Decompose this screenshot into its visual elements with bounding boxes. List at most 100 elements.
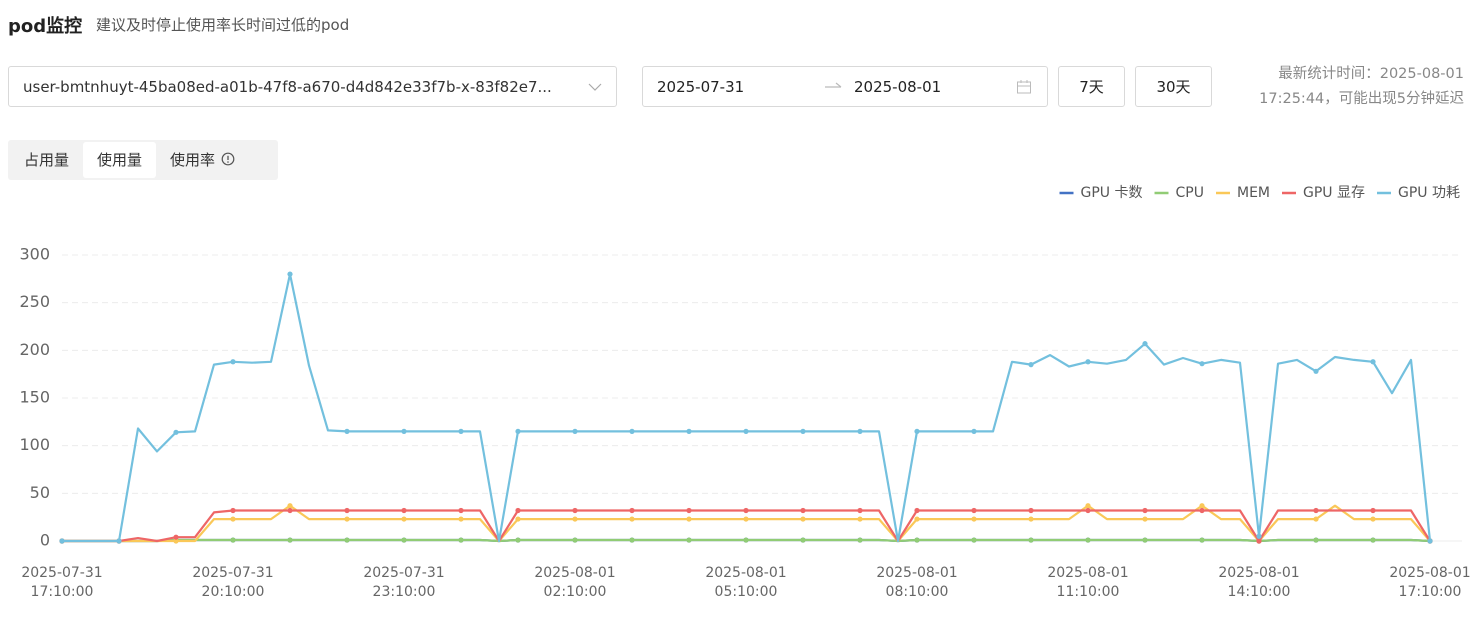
calendar-icon (1017, 80, 1031, 94)
data-point (800, 516, 806, 522)
data-point (971, 507, 977, 514)
y-tick-label: 150 (19, 388, 50, 407)
data-point (914, 507, 920, 514)
data-point (1085, 537, 1091, 543)
pod-select[interactable]: user-bmtnhuyt-45ba08ed-a01b-47f8-a670-d4… (8, 66, 617, 107)
data-point (173, 429, 179, 435)
data-point (686, 507, 692, 514)
series-line (62, 273, 1432, 543)
data-point (1370, 537, 1376, 543)
info-icon (221, 152, 235, 166)
data-point (1313, 537, 1319, 543)
data-point (1370, 516, 1376, 522)
y-tick-label: 250 (19, 292, 50, 311)
data-point (1370, 507, 1376, 514)
data-point (344, 507, 350, 514)
data-point (629, 428, 635, 434)
data-point (458, 537, 464, 543)
data-point (1028, 362, 1034, 368)
data-point (59, 538, 65, 544)
data-point (287, 507, 293, 514)
legend-label: MEM (1237, 185, 1270, 201)
data-point (629, 516, 635, 522)
range-button[interactable]: 30天 (1135, 66, 1212, 107)
page-subtitle: 建议及时停止使用率长时间过低的pod (96, 16, 350, 34)
data-point (173, 534, 179, 540)
legend-label: GPU 显存 (1303, 185, 1365, 201)
data-point (116, 538, 122, 544)
tab-label: 使用率 (170, 151, 216, 169)
data-point (230, 516, 236, 522)
data-point (1085, 359, 1091, 365)
data-point (287, 503, 293, 509)
data-point (515, 537, 521, 543)
data-point (686, 428, 692, 434)
pod-name: user-bmtnhuyt-45ba08ed-a01b-47f8-a670-d4… (23, 77, 552, 96)
data-point (1199, 503, 1205, 509)
data-point (1028, 507, 1034, 514)
data-point (1313, 516, 1319, 522)
tab-group: 占用量 使用量 使用率 (8, 140, 278, 180)
data-point (800, 537, 806, 543)
tab[interactable]: 使用量 (83, 142, 157, 178)
data-point (1142, 341, 1148, 347)
update-note: 最新统计时间：2025-08-01 17:25:44，可能出现5分钟延迟 (1259, 66, 1464, 107)
data-point (857, 428, 863, 434)
end-date: 2025-08-01 (854, 77, 942, 96)
data-point (914, 537, 920, 543)
data-point (686, 516, 692, 522)
legend-label: CPU (1176, 185, 1204, 201)
data-point (629, 537, 635, 543)
data-point (515, 428, 521, 434)
series (59, 537, 1433, 544)
tab[interactable]: 使用率 (156, 142, 249, 178)
data-point (344, 516, 350, 522)
series (59, 271, 1433, 544)
data-point (572, 537, 578, 543)
data-point (1256, 538, 1262, 544)
data-point (971, 537, 977, 543)
data-point (1142, 516, 1148, 522)
data-point (857, 537, 863, 543)
data-point (230, 537, 236, 543)
data-point (401, 428, 407, 434)
data-point (629, 507, 635, 514)
data-point (1256, 533, 1262, 539)
data-point (743, 516, 749, 522)
data-point (572, 516, 578, 522)
data-point (743, 537, 749, 543)
legend-label: GPU 功耗 (1398, 185, 1460, 201)
data-point (344, 428, 350, 434)
data-point (971, 428, 977, 434)
range-button[interactable]: 7天 (1058, 66, 1125, 107)
series-line (62, 509, 1431, 543)
y-tick-label: 300 (19, 245, 50, 264)
y-tick-label: 0 (40, 531, 50, 550)
data-point (173, 538, 179, 544)
data-point (401, 516, 407, 522)
tab[interactable]: 占用量 (10, 142, 83, 178)
data-point (401, 507, 407, 514)
date-range[interactable]: 2025-07-31 2025-08-01 (642, 66, 1048, 107)
data-point (287, 271, 293, 277)
data-point (344, 537, 350, 543)
data-point (1142, 507, 1148, 514)
data-point (458, 428, 464, 434)
data-point (1142, 537, 1148, 543)
data-point (458, 516, 464, 522)
y-tick-label: 100 (19, 435, 50, 454)
data-point (743, 428, 749, 434)
data-point (230, 507, 236, 514)
start-date: 2025-07-31 (657, 77, 745, 96)
data-point (971, 516, 977, 522)
data-point (1085, 503, 1091, 509)
data-point (515, 507, 521, 514)
data-point (1028, 537, 1034, 543)
chevron-icon (588, 83, 602, 91)
data-point (800, 428, 806, 434)
y-tick-label: 200 (19, 340, 50, 359)
data-point (1085, 507, 1091, 514)
data-point (800, 507, 806, 514)
